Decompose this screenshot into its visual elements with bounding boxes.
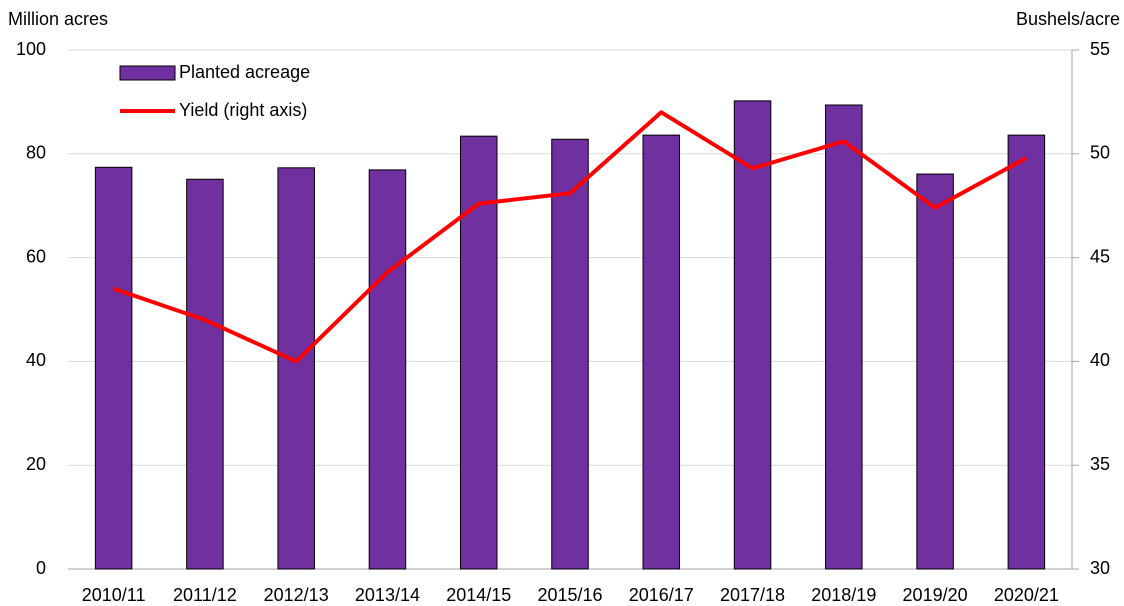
y-tick-label: 0 [36,558,46,578]
line [112,110,1028,364]
bar [459,135,498,570]
x-tick-label: 2013/14 [355,585,420,605]
y2-tick-label: 40 [1090,350,1110,370]
bar [916,173,954,570]
bar [277,167,315,570]
x-tick-label: 2019/20 [903,585,968,605]
bar [733,100,772,570]
y-tick-label: 40 [26,350,46,370]
x-tick-label: 2017/18 [720,585,785,605]
x-tick-label: 2015/16 [537,585,602,605]
y-tick-label: 100 [16,39,46,59]
bar [1007,134,1046,570]
legend-label: Planted acreage [179,62,310,82]
bar [94,166,133,570]
bar [368,169,407,570]
y-axis-label: Million acres [8,9,108,29]
x-tick-label: 2018/19 [811,585,876,605]
x-tick-label: 2016/17 [629,585,694,605]
y2-tick-label: 55 [1090,39,1110,59]
y2-axis-label: Bushels/acre [1016,9,1120,29]
x-tick-label: 2014/15 [446,585,511,605]
bar [551,138,589,570]
legend-swatch [119,65,176,81]
y2-tick-label: 35 [1090,454,1110,474]
y-tick-label: 60 [26,246,46,266]
x-tick-label: 2010/11 [82,585,146,605]
legend-label: Yield (right axis) [179,100,307,120]
y2-tick-label: 50 [1090,143,1110,163]
y-tick-label: 80 [26,143,46,163]
y2-tick-label: 45 [1090,246,1110,266]
y-tick-label: 20 [26,454,46,474]
bar [642,134,681,570]
x-tick-label: 2011/12 [173,585,237,605]
y2-tick-label: 30 [1090,558,1110,578]
bar [825,104,863,570]
bar [186,178,224,570]
x-tick-label: 2012/13 [264,585,329,605]
x-tick-label: 2020/21 [994,585,1059,605]
